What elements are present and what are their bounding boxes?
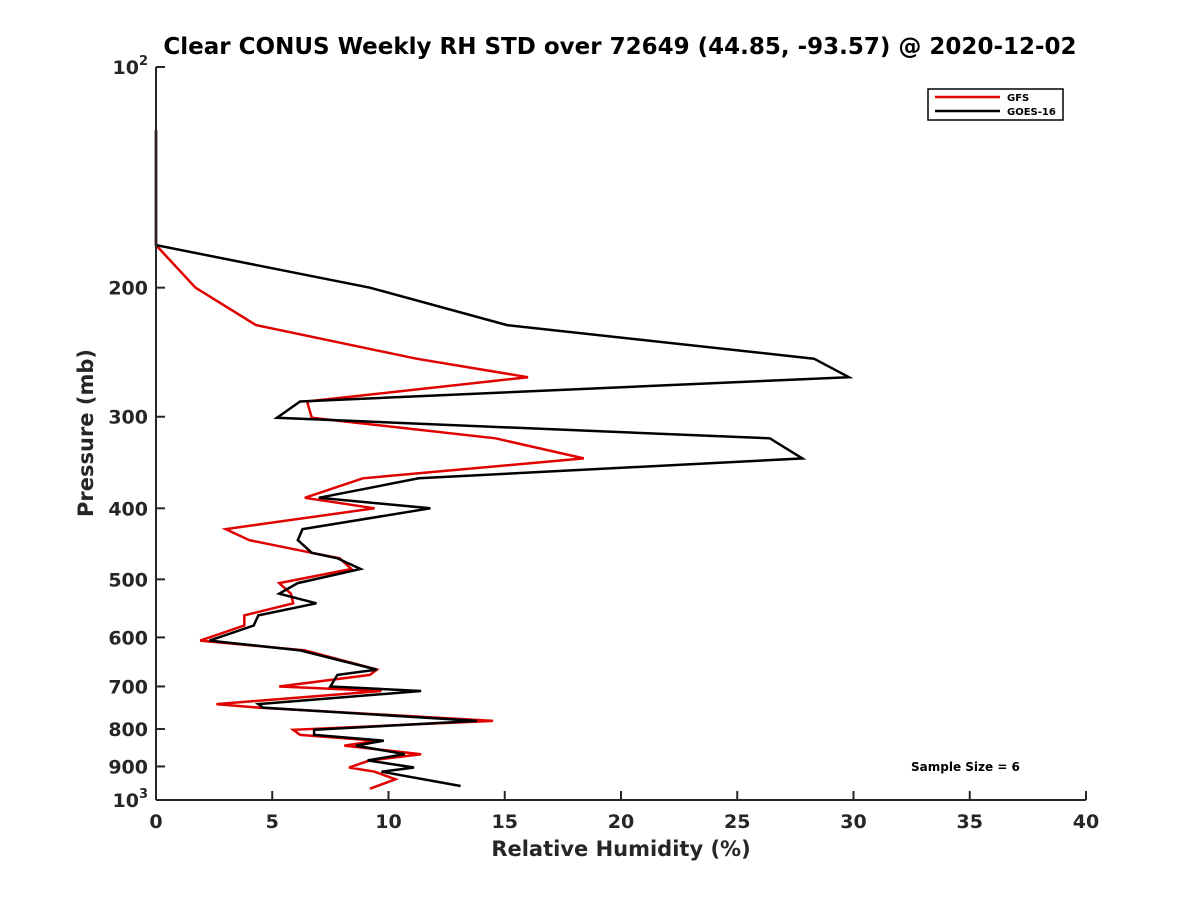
y-tick-label: 600: [108, 627, 148, 649]
y-tick-label: 400: [108, 498, 148, 520]
legend-box: [927, 88, 1064, 121]
y-tick-label: 102: [113, 54, 149, 79]
y-tick-label: 200: [108, 278, 148, 300]
y-tick-label: 700: [108, 676, 148, 698]
x-axis-ticks: 0 5 10 15 20 25 30 35 40: [149, 791, 1099, 833]
x-tick-label: 25: [724, 811, 750, 833]
x-axis-label: Relative Humidity (%): [491, 837, 750, 861]
y-tick-label: 800: [108, 719, 148, 741]
x-tick-label: 15: [492, 811, 518, 833]
x-tick-label: 30: [840, 811, 866, 833]
chart-title: Clear CONUS Weekly RH STD over 72649 (44…: [163, 34, 1076, 60]
y-tick-label: 103: [113, 787, 149, 812]
y-tick-label: 300: [108, 407, 148, 429]
legend-label-goes16: GOES-16: [1007, 107, 1056, 118]
x-tick-label: 40: [1073, 811, 1099, 833]
x-tick-label: 35: [957, 811, 983, 833]
y-tick-label: 500: [108, 569, 148, 591]
x-tick-label: 10: [375, 811, 401, 833]
plot-area: 0 5 10 15 20 25 30 35 40 102 200 300 400 500 600 700 80…: [108, 54, 1099, 833]
y-axis-ticks: 102 200 300 400 500 600 700 800 900 103: [108, 54, 165, 812]
x-tick-label: 0: [149, 811, 162, 833]
y-axis-label: Pressure (mb): [74, 349, 98, 517]
y-tick-label: 900: [108, 756, 148, 778]
x-tick-label: 20: [608, 811, 634, 833]
legend: GFS GOES-16: [927, 88, 1064, 121]
sample-size-annotation: Sample Size = 6: [911, 760, 1020, 774]
series-layer: [154, 130, 854, 790]
legend-label-gfs: GFS: [1007, 93, 1029, 104]
series-line-goes16: [154, 130, 854, 788]
series-line-gfs: [154, 130, 585, 790]
x-tick-label: 5: [266, 811, 279, 833]
